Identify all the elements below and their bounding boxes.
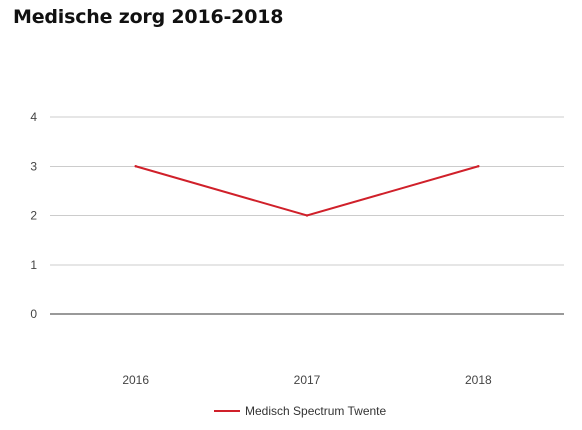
legend: Medisch Spectrum Twente	[214, 404, 387, 418]
x-tick-label: 2016	[122, 373, 149, 387]
chart-title: Medische zorg 2016-2018	[13, 6, 284, 28]
y-tick-label: 2	[30, 209, 37, 223]
legend-label[interactable]: Medisch Spectrum Twente	[245, 404, 387, 418]
series-line[interactable]	[135, 165, 479, 217]
y-tick-label: 0	[30, 307, 37, 321]
data-point[interactable]	[477, 165, 480, 168]
y-tick-label: 1	[30, 258, 37, 272]
series-layer	[134, 165, 480, 217]
x-tick-label: 2017	[294, 373, 321, 387]
y-axis-ticks: 0 1 2 3 4	[30, 110, 37, 321]
y-tick-label: 3	[30, 159, 37, 173]
data-point[interactable]	[305, 214, 309, 217]
y-tick-label: 4	[30, 110, 37, 124]
x-tick-label: 2018	[465, 373, 492, 387]
x-axis-ticks: 2016 2017 2018	[122, 373, 492, 387]
data-point[interactable]	[134, 165, 137, 168]
